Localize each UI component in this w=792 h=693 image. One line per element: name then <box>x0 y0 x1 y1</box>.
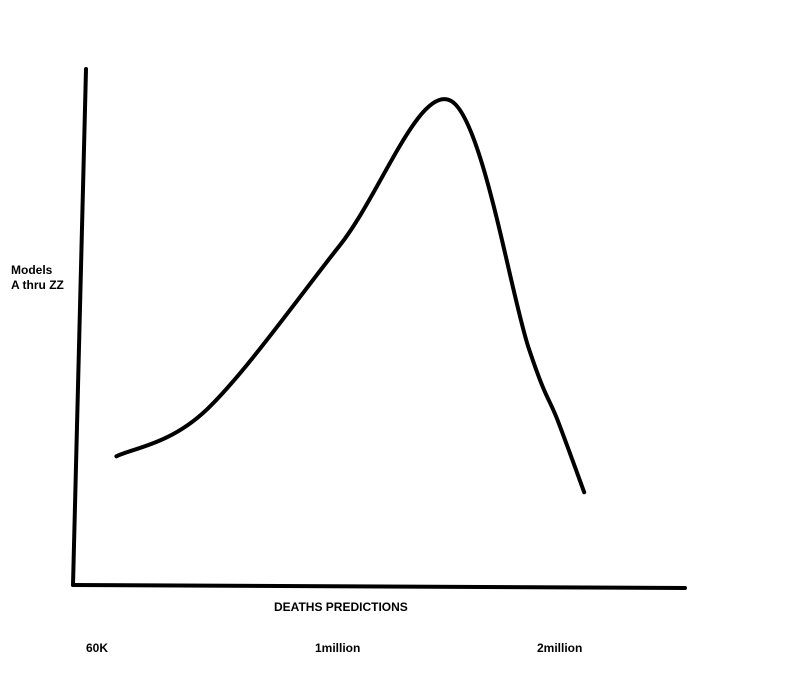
y-axis-label-line-2: A thru ZZ <box>11 278 64 292</box>
prediction-curve <box>114 97 587 495</box>
y-axis-label-line-1: Models <box>11 263 53 277</box>
x-tick-label-60k: 60K <box>86 641 109 655</box>
x-tick-label-1million: 1million <box>315 641 361 655</box>
y-axis-line <box>71 67 88 587</box>
x-axis-label: DEATHS PREDICTIONS <box>274 600 408 614</box>
x-tick-label-2million: 2million <box>537 641 583 655</box>
x-axis-line <box>71 583 687 590</box>
